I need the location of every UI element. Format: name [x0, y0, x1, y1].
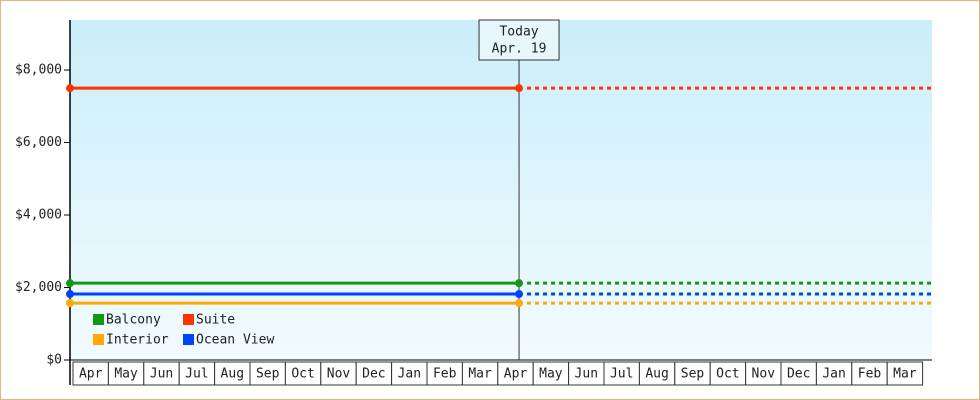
x-tick-label: Jul	[610, 367, 633, 382]
legend-label: Balcony	[106, 313, 161, 328]
x-tick-label: Apr	[79, 367, 103, 382]
plot-area	[70, 20, 932, 360]
series-point	[515, 290, 524, 299]
legend-label: Suite	[196, 313, 235, 328]
series-point	[66, 84, 74, 93]
y-tick-label: $0	[46, 353, 62, 368]
x-tick-label: Aug	[645, 367, 668, 382]
legend-label: Ocean View	[196, 333, 274, 348]
x-tick-label: Nov	[327, 367, 351, 382]
x-tick-label: Dec	[787, 367, 810, 382]
y-tick-label: $6,000	[15, 135, 62, 150]
series-point	[66, 290, 74, 299]
x-tick-label: Sep	[681, 367, 705, 382]
today-box	[478, 19, 560, 61]
x-tick-label: Mar	[893, 367, 917, 382]
legend-swatch	[183, 334, 194, 345]
x-tick-label: Oct	[291, 367, 314, 382]
x-tick-label: Sep	[256, 367, 280, 382]
x-tick-label: Aug	[221, 367, 244, 382]
today-label: Today	[499, 25, 538, 40]
legend-label: Interior	[106, 333, 169, 348]
today-label: Apr. 19	[492, 42, 547, 57]
x-cell	[886, 361, 924, 386]
series-point	[66, 279, 74, 288]
series-point	[515, 84, 524, 93]
x-tick-label: Jul	[185, 367, 208, 382]
x-tick-label: Feb	[858, 367, 882, 382]
x-tick-label: May	[114, 367, 138, 382]
series-point	[66, 299, 74, 308]
x-tick-label: Mar	[468, 367, 492, 382]
y-tick-label: $8,000	[15, 63, 62, 78]
legend-swatch	[183, 314, 194, 325]
x-tick-label: Oct	[716, 367, 739, 382]
series-point	[515, 279, 524, 288]
legend-swatch	[93, 334, 104, 345]
x-tick-label: Apr	[504, 367, 528, 382]
series-point	[515, 299, 524, 308]
x-tick-label: Feb	[433, 367, 457, 382]
x-tick-label: Jun	[150, 367, 173, 382]
y-tick-label: $4,000	[15, 208, 62, 223]
x-tick-label: Jan	[822, 367, 845, 382]
y-tick-label: $2,000	[15, 280, 62, 295]
x-tick-label: Nov	[752, 367, 776, 382]
legend-swatch	[93, 314, 104, 325]
x-tick-label: Dec	[362, 367, 385, 382]
x-tick-label: Jan	[398, 367, 421, 382]
x-tick-label: Jun	[575, 367, 598, 382]
x-tick-label: May	[539, 367, 563, 382]
